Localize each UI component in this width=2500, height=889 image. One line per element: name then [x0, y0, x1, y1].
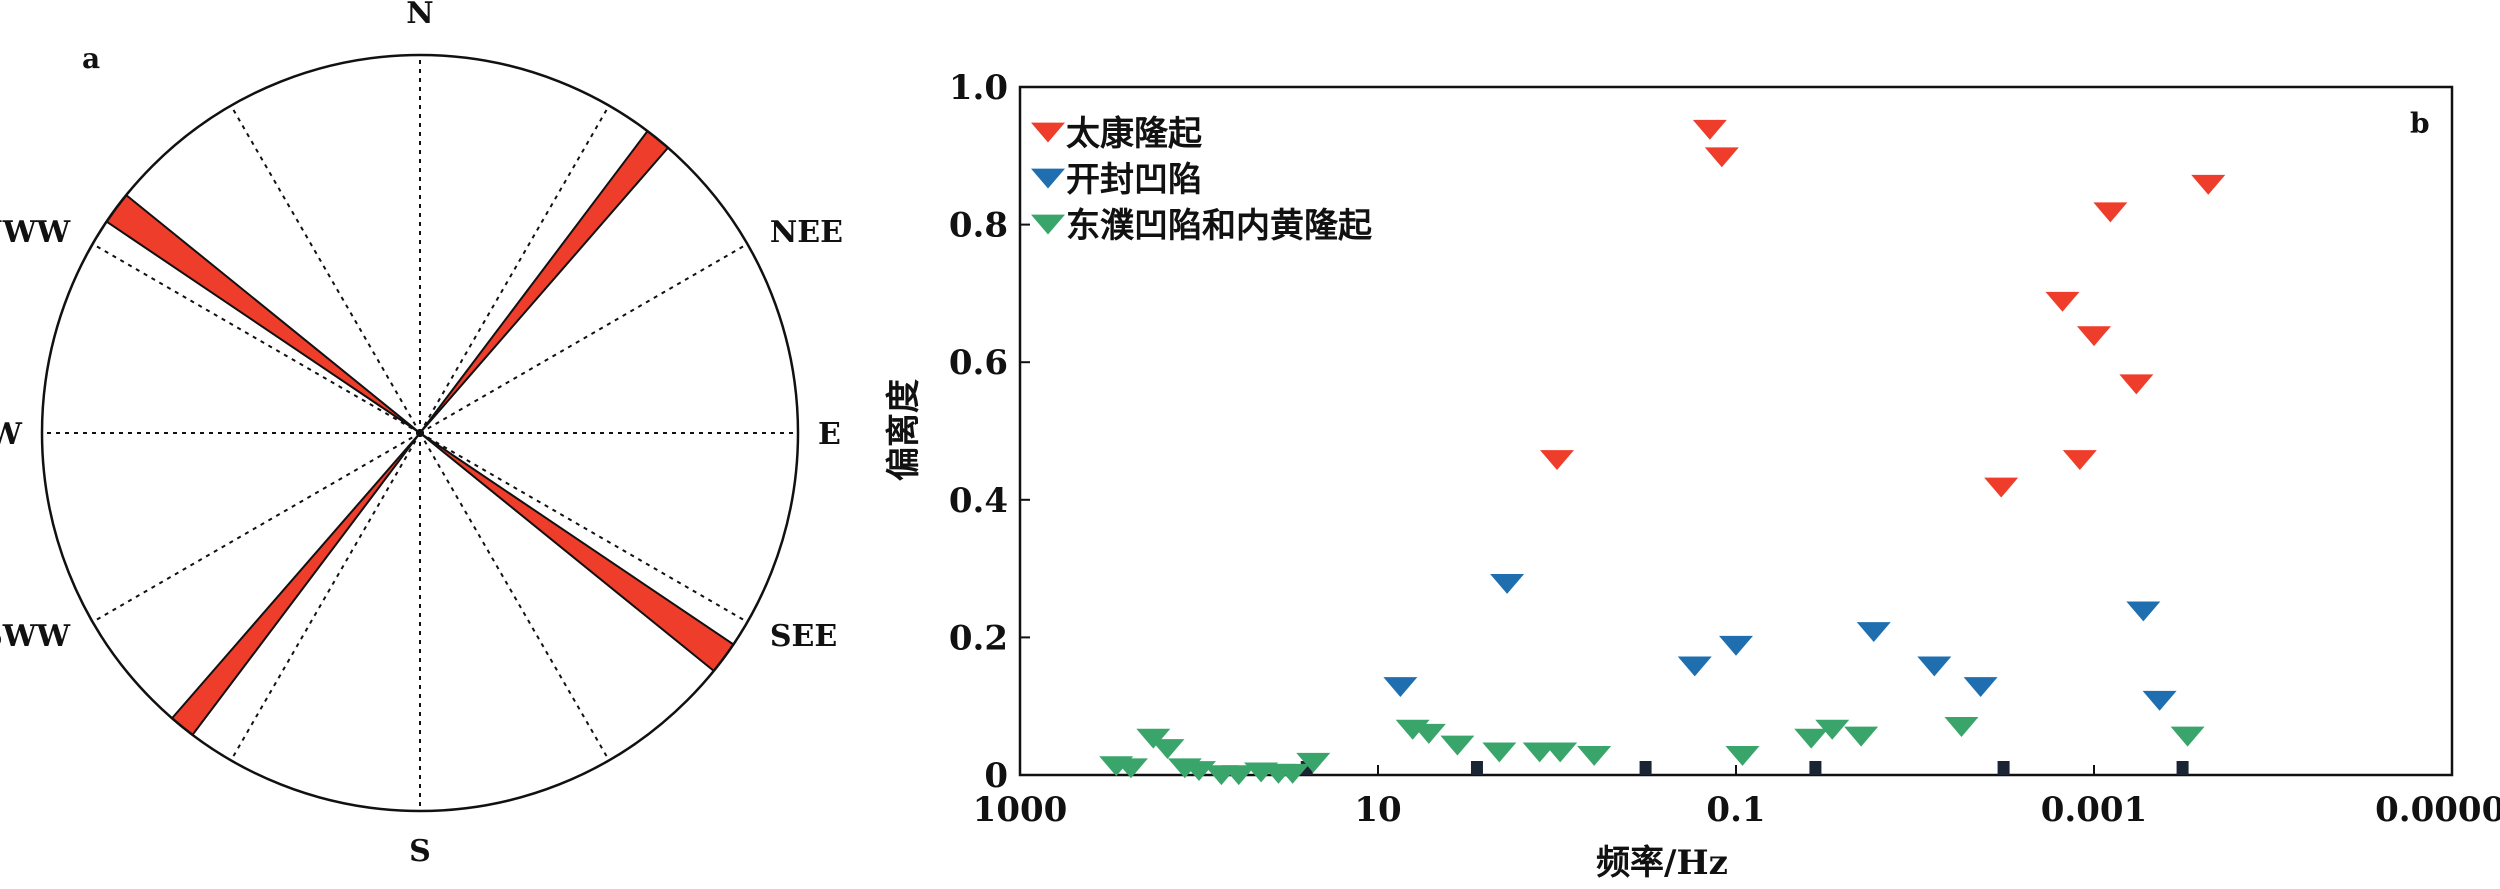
point-series-1 — [1383, 677, 1418, 698]
y-tick-label-0-6: 0.6 — [949, 343, 1008, 383]
point-series-2 — [1725, 745, 1760, 766]
rose-direction-labels: N NEE E SEE S SWW W NWW — [0, 0, 843, 869]
x-minor-mark — [1470, 761, 1483, 775]
point-series-2 — [1136, 728, 1171, 749]
point-series-2 — [1944, 717, 1979, 737]
point-series-2 — [2170, 726, 2205, 747]
point-series-1 — [1490, 573, 1525, 594]
x-axis-title: 频率/Hz — [1596, 843, 1728, 883]
point-series-1 — [1719, 635, 1753, 656]
legend-marker-0 — [1031, 122, 1065, 143]
rose-diagram: a N NEE E SEE S SWW W NWW — [0, 0, 843, 869]
legend-label-2: 东濮凹陷和内黄隆起 — [1066, 206, 1373, 246]
point-series-2 — [1815, 719, 1850, 740]
x-minor-mark — [1809, 761, 1822, 775]
point-series-2 — [1113, 758, 1148, 779]
series-1 — [1383, 573, 2177, 711]
legend-marker-2 — [1031, 214, 1065, 235]
rose-direction-sww: SWW — [0, 619, 71, 654]
panel-label-a: a — [82, 42, 100, 75]
point-series-0 — [1704, 147, 1739, 168]
rose-direction-see: SEE — [770, 619, 837, 654]
x-tick-label-10: 10 — [1354, 790, 1401, 830]
point-series-1 — [1963, 677, 1998, 698]
x-tick-label-0-1: 0.1 — [1706, 790, 1765, 830]
rose-grid-line-60 — [419, 243, 748, 434]
y-tick-label-0-4: 0.4 — [949, 481, 1008, 521]
rose-grid-line-210 — [230, 432, 421, 761]
rose-grid — [42, 55, 798, 811]
rose-direction-e: E — [818, 417, 841, 452]
point-series-0 — [2062, 450, 2097, 470]
point-series-2 — [1275, 763, 1310, 784]
rose-grid-line-150 — [419, 432, 610, 761]
point-series-0 — [1984, 477, 2019, 498]
rose-grid-line-330 — [230, 105, 421, 434]
rose-grid-line-240 — [92, 432, 421, 623]
point-series-0 — [2093, 202, 2128, 223]
series-2 — [1099, 717, 2205, 786]
rose-grid-line-300 — [92, 243, 421, 434]
point-series-0 — [1540, 450, 1574, 470]
rose-outer-circle — [40, 53, 800, 813]
x-minor-mark — [2176, 761, 2189, 775]
point-series-2 — [1577, 745, 1612, 766]
point-series-0 — [2077, 326, 2111, 347]
point-series-1 — [2126, 601, 2161, 622]
point-series-0 — [2191, 174, 2226, 195]
legend-label-1: 开封凹陷 — [1066, 160, 1202, 200]
point-series-2 — [1150, 739, 1185, 759]
rose-direction-s: S — [409, 834, 431, 869]
point-series-0 — [2045, 291, 2080, 312]
point-series-2 — [1221, 765, 1256, 786]
point-series-0 — [2119, 374, 2154, 395]
point-series-1 — [1917, 656, 1952, 677]
rose-petals — [105, 129, 735, 737]
y-tick-label-0-2: 0.2 — [949, 618, 1008, 658]
x-tick-label-1000: 1000 — [973, 790, 1068, 830]
scatter-plot: 0 0.2 0.4 0.6 0.8 1.0 1000 10 0.1 0.001 0.00001 太… — [884, 68, 2500, 883]
panel-label-b: b — [2410, 107, 2430, 140]
y-axis-ticks: 0 0.2 0.4 0.6 0.8 1.0 — [949, 68, 1030, 796]
rose-direction-n: N — [406, 0, 433, 31]
point-series-2 — [1296, 752, 1331, 773]
point-series-1 — [2142, 690, 2177, 711]
rose-direction-nee: NEE — [770, 215, 843, 250]
point-series-2 — [1440, 735, 1475, 756]
point-series-0 — [1692, 119, 1727, 140]
rose-direction-w: W — [0, 417, 23, 452]
series-0 — [1540, 119, 2226, 498]
point-series-1 — [1677, 656, 1712, 677]
rose-petal-0 — [419, 129, 670, 434]
point-series-2 — [1844, 726, 1879, 747]
plot-frame — [1018, 85, 2454, 777]
x-axis-ticks: 1000 10 0.1 0.001 0.00001 — [973, 765, 2500, 830]
x-tick-label-0-00001: 0.00001 — [2375, 790, 2500, 830]
x-minor-mark — [1639, 761, 1652, 775]
point-series-1 — [1856, 622, 1891, 642]
point-series-2 — [1482, 742, 1517, 763]
rose-petal-3 — [105, 193, 421, 434]
rose-grid-line-30 — [419, 105, 610, 434]
rose-petal-1 — [170, 432, 421, 737]
rose-grid-line-120 — [419, 432, 748, 623]
y-tick-label-0: 0 — [984, 756, 1008, 796]
point-series-2 — [1794, 728, 1829, 749]
x-tick-label-0-001: 0.001 — [2041, 790, 2147, 830]
legend-label-0: 太康隆起 — [1066, 114, 1203, 154]
data-points — [1099, 119, 2226, 786]
rose-direction-nww: NWW — [0, 215, 71, 250]
point-series-2 — [1411, 723, 1446, 744]
y-tick-label-1-0: 1.0 — [949, 68, 1008, 108]
x-axis-minor-marks — [1300, 761, 2189, 775]
point-series-2 — [1543, 742, 1578, 763]
rose-petal-2 — [419, 432, 735, 673]
y-tick-label-0-8: 0.8 — [949, 206, 1008, 246]
x-minor-mark — [1997, 761, 2010, 775]
y-axis-title: 偏离度 — [884, 379, 924, 481]
legend-marker-1 — [1031, 168, 1065, 189]
